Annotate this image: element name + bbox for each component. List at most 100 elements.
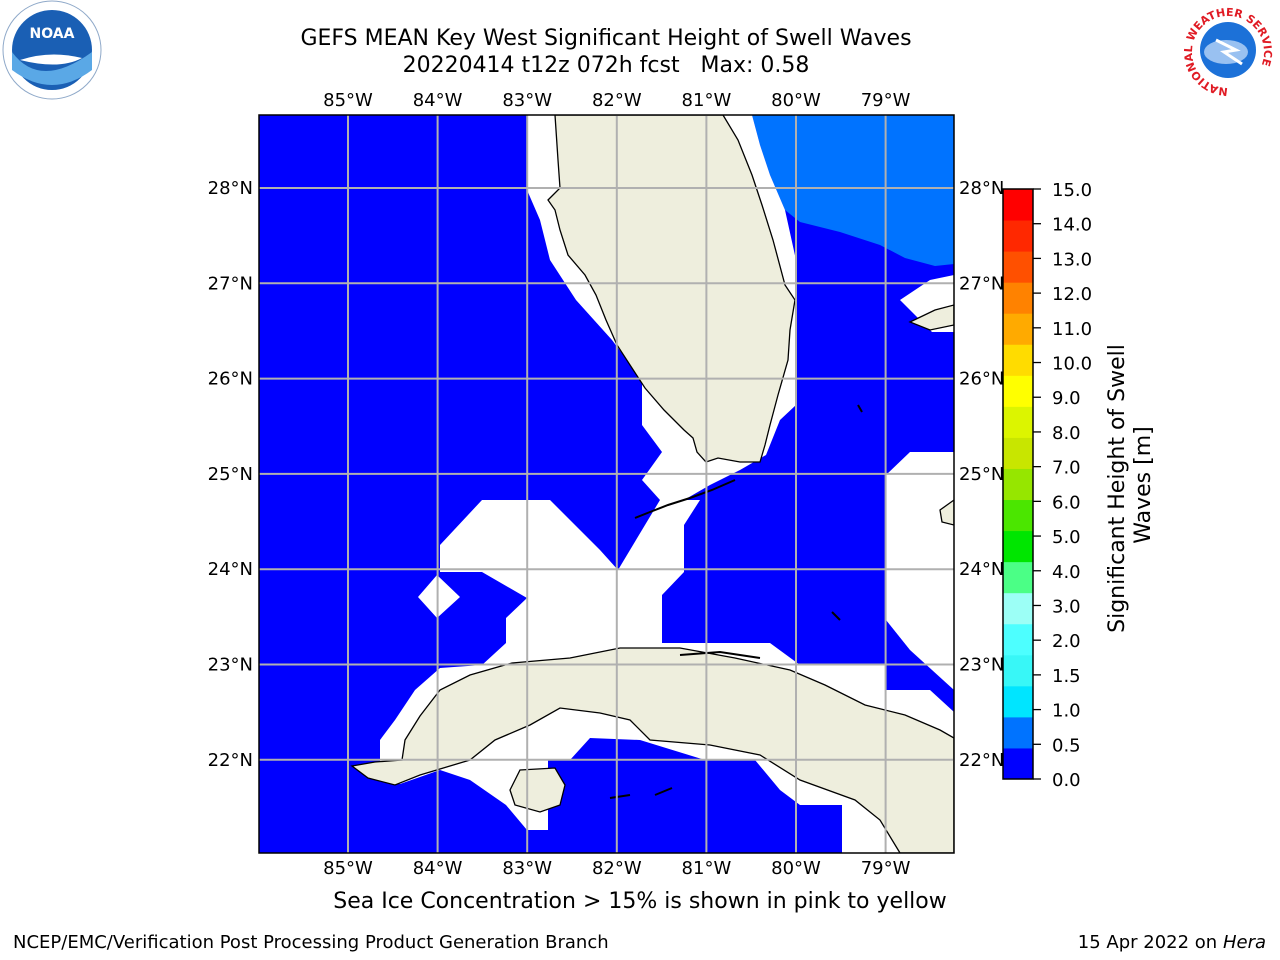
cuba-north-keys (679, 650, 761, 659)
colorbar-tick-label: 12.0 (1052, 284, 1092, 305)
colorbar-tick-label: 13.0 (1052, 249, 1092, 270)
map-area (259, 115, 954, 853)
colorbar-tick-label: 14.0 (1052, 215, 1092, 236)
lat-tick-labels-right: 28°N 27°N 26°N 25°N 24°N 23°N 22°N (959, 178, 1004, 771)
colorbar-tick-label: 7.0 (1052, 458, 1081, 479)
footer-host: Hera (1222, 932, 1266, 953)
lon-tick-label: 83°W (502, 90, 552, 111)
colorbar-tick-label: 2.0 (1052, 631, 1081, 652)
lon-tick-label: 79°W (861, 90, 911, 111)
colorbar-swatch (1003, 530, 1033, 563)
lat-tick-label: 25°N (208, 464, 253, 485)
colorbar-swatch (1003, 499, 1033, 532)
colorbar-tick-label: 9.0 (1052, 388, 1081, 409)
chart-title-line1: GEFS MEAN Key West Significant Height of… (300, 26, 912, 51)
colorbar-frame (1002, 188, 1034, 780)
colorbar-tick-label: 8.0 (1052, 423, 1081, 444)
lat-tick-label: 25°N (959, 464, 1004, 485)
lat-tick-label: 24°N (959, 559, 1004, 580)
colorbar-swatch (1003, 313, 1033, 345)
colorbar-label: Significant Height of Swell Waves [m] (1105, 337, 1156, 633)
lon-tick-label: 85°W (323, 90, 373, 111)
lon-tick-label: 80°W (771, 858, 821, 879)
lon-tick-label: 81°W (682, 90, 732, 111)
colorbar-swatch (1003, 747, 1033, 780)
lon-tick-label: 85°W (323, 858, 373, 879)
noaa-logo-icon: NOAA (2, 0, 102, 100)
noaa-logo-text: NOAA (30, 26, 75, 42)
lon-tick-label: 84°W (413, 858, 463, 879)
graticule (259, 115, 954, 853)
colorbar-tick-label: 0.5 (1052, 735, 1081, 756)
footer-date-text: 15 Apr 2022 on (1077, 932, 1223, 953)
colorbar-tick-label: 0.0 (1052, 770, 1081, 791)
lat-tick-label: 23°N (208, 655, 253, 676)
lat-tick-label: 24°N (208, 559, 253, 580)
colorbar-swatch (1003, 375, 1033, 407)
lat-tick-label: 28°N (959, 178, 1004, 199)
lat-tick-label: 27°N (208, 273, 253, 294)
lat-tick-label: 26°N (959, 369, 1004, 390)
land-cuba (350, 647, 954, 853)
colorbar-swatch (1003, 468, 1033, 501)
colorbar (1003, 189, 1033, 780)
colorbar-swatch (1003, 406, 1033, 438)
lat-tick-label: 28°N (208, 178, 253, 199)
colorbar-tick-label: 3.0 (1052, 596, 1081, 617)
colorbar-swatch (1003, 592, 1033, 625)
colorbar-swatch (1003, 654, 1033, 687)
lon-tick-label: 80°W (771, 90, 821, 111)
lat-tick-label: 23°N (959, 655, 1004, 676)
bahama-cays (831, 404, 863, 621)
colorbar-label-line1: Significant Height of Swell (1105, 344, 1130, 633)
colorbar-tick-label: 15.0 (1052, 180, 1092, 201)
no-data-small-island (418, 575, 460, 618)
lon-tick-label: 82°W (592, 90, 642, 111)
colorbar-swatch (1003, 685, 1033, 718)
lat-tick-label: 22°N (208, 750, 253, 771)
lon-tick-labels-bottom: 85°W 84°W 83°W 82°W 81°W 80°W 79°W (323, 858, 911, 879)
colorbar-tick-label: 1.5 (1052, 666, 1081, 687)
lon-tick-label: 82°W (592, 858, 642, 879)
lat-tick-labels-left: 28°N 27°N 26°N 25°N 24°N 23°N 22°N (208, 178, 253, 771)
colorbar-swatch (1003, 344, 1033, 376)
colorbar-tick-label: 4.0 (1052, 562, 1081, 583)
chart-title-line2: 20220414 t12z 072h fcst Max: 0.58 (402, 53, 810, 78)
colorbar-swatch (1003, 716, 1033, 749)
swell-region-0.5-1.0 (752, 115, 954, 266)
lon-tick-label: 83°W (502, 858, 552, 879)
colorbar-tick-label: 5.0 (1052, 527, 1081, 548)
map-frame (258, 114, 955, 854)
lon-tick-labels-top: 85°W 84°W 83°W 82°W 81°W 80°W 79°W (323, 90, 911, 111)
colorbar-tick-label: 6.0 (1052, 492, 1081, 513)
colorbar-swatch (1003, 251, 1033, 283)
lon-tick-label: 81°W (682, 858, 732, 879)
colorbar-tick-labels: 0.0 0.5 1.0 1.5 2.0 3.0 4.0 5.0 6.0 7.0 8.0 9.0 10.0… (1033, 180, 1092, 791)
land-masses (350, 115, 954, 853)
nws-logo-icon: NATIONAL WEATHER SERVICE (1179, 1, 1277, 99)
land-isle-of-youth (509, 767, 566, 813)
lon-tick-label: 84°W (413, 90, 463, 111)
footer-date: 15 Apr 2022 on Hera (1078, 932, 1266, 953)
land-grand-bahama (908, 304, 954, 331)
colorbar-tick-label: 10.0 (1052, 354, 1092, 375)
footer-branch: NCEP/EMC/Verification Post Processing Pr… (13, 932, 609, 953)
lat-tick-label: 26°N (208, 369, 253, 390)
no-data-bahamas-bank (886, 452, 954, 690)
colorbar-tick-label: 1.0 (1052, 701, 1081, 722)
keys (609, 404, 863, 799)
colorbar-swatch (1003, 220, 1033, 252)
land-andros (939, 499, 954, 526)
lon-tick-label: 79°W (861, 858, 911, 879)
colorbar-swatch (1003, 282, 1033, 314)
lat-tick-label: 22°N (959, 750, 1004, 771)
cuba-south-keys (609, 787, 673, 799)
colorbar-label-line2: Waves [m] (1131, 426, 1156, 543)
colorbar-swatch (1003, 623, 1033, 656)
colorbar-swatch (1003, 437, 1033, 469)
land-florida (547, 115, 796, 463)
florida-keys (634, 479, 736, 519)
lat-tick-label: 27°N (959, 273, 1004, 294)
colorbar-swatch (1003, 189, 1033, 221)
